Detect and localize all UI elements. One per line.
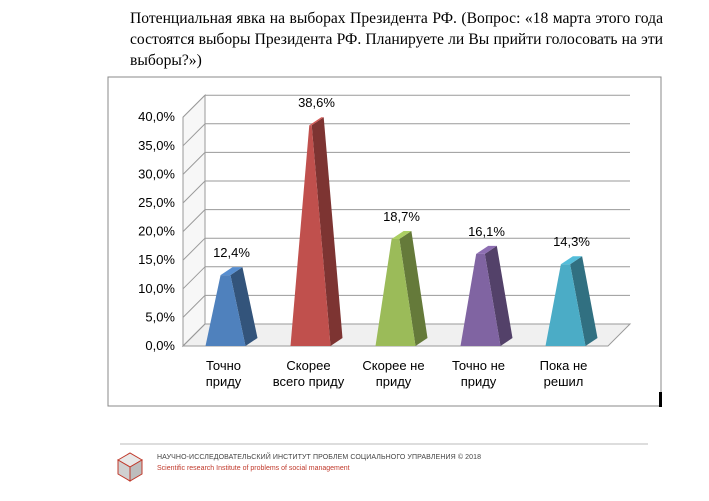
data-label: 12,4% bbox=[213, 245, 250, 260]
gridline bbox=[182, 295, 206, 318]
bar-front bbox=[460, 253, 501, 346]
y-tick-label: 35,0% bbox=[138, 138, 175, 153]
bar-side bbox=[311, 117, 343, 346]
y-tick-label: 10,0% bbox=[138, 281, 175, 296]
x-tick-label: всего приду bbox=[273, 374, 345, 389]
bar bbox=[545, 256, 598, 346]
bar-top bbox=[309, 117, 324, 126]
bar-front bbox=[545, 264, 586, 346]
x-tick-label: приду bbox=[206, 374, 242, 389]
data-label: 16,1% bbox=[468, 224, 505, 239]
data-labels: 12,4% 38,6% 18,7% 16,1% 14,3% bbox=[213, 95, 590, 260]
gridline bbox=[182, 180, 206, 204]
footer bbox=[117, 443, 648, 482]
x-tick-label: приду bbox=[461, 374, 497, 389]
bar-top bbox=[476, 245, 497, 254]
data-label: 14,3% bbox=[553, 234, 590, 249]
y-axis: 0,0% 5,0% 10,0% 15,0% 20,0% 25,0% 30,0% 35,0% 40… bbox=[138, 109, 184, 353]
bar-top bbox=[220, 267, 243, 276]
bar bbox=[375, 231, 428, 346]
y-tick-label: 40,0% bbox=[138, 109, 175, 124]
y-tick-label: 0,0% bbox=[145, 338, 175, 353]
gridline bbox=[182, 209, 206, 232]
x-tick-label: Скорее не bbox=[362, 358, 424, 373]
bar-side bbox=[484, 245, 513, 346]
bar-front bbox=[205, 275, 246, 346]
gridline bbox=[182, 237, 206, 261]
institute-logo bbox=[117, 452, 143, 482]
gridline bbox=[182, 323, 206, 347]
bar-side bbox=[570, 256, 598, 346]
x-tick-label: Точно bbox=[206, 358, 241, 373]
bar bbox=[205, 267, 258, 346]
chart-title: Потенциальная явка на выборах Президента… bbox=[130, 10, 663, 69]
x-tick-label: приду bbox=[376, 374, 412, 389]
data-label: 18,7% bbox=[383, 209, 420, 224]
x-tick-label: решил bbox=[544, 374, 584, 389]
gridline bbox=[182, 266, 206, 290]
x-tick-label: Скорее bbox=[286, 358, 330, 373]
bar-front bbox=[290, 125, 331, 346]
gridline bbox=[182, 94, 206, 118]
bar bbox=[460, 245, 513, 346]
bar-front bbox=[375, 239, 416, 346]
data-label: 38,6% bbox=[298, 95, 335, 110]
gridline bbox=[182, 152, 206, 175]
x-tick-label: Пока не bbox=[540, 358, 588, 373]
bar-top bbox=[391, 231, 412, 240]
bar-side bbox=[230, 267, 258, 346]
y-tick-label: 25,0% bbox=[138, 195, 175, 210]
bar-top bbox=[560, 256, 583, 265]
y-tick-label: 30,0% bbox=[138, 166, 175, 181]
frame-mark bbox=[659, 392, 662, 407]
y-tick-label: 5,0% bbox=[145, 309, 175, 324]
gridline bbox=[182, 123, 206, 147]
bars bbox=[205, 117, 598, 346]
footer-org-name: НАУЧНО-ИССЛЕДОВАТЕЛЬСКИЙ ИНСТИТУТ ПРОБЛЕ… bbox=[157, 454, 482, 461]
footer-org-name-en: Scientific research Institute of problem… bbox=[157, 465, 350, 472]
bar bbox=[290, 117, 343, 346]
y-tick-label: 20,0% bbox=[138, 224, 175, 239]
bar-side bbox=[399, 231, 428, 346]
y-tick-label: 15,0% bbox=[138, 252, 175, 267]
x-tick-label: Точно не bbox=[452, 358, 505, 373]
